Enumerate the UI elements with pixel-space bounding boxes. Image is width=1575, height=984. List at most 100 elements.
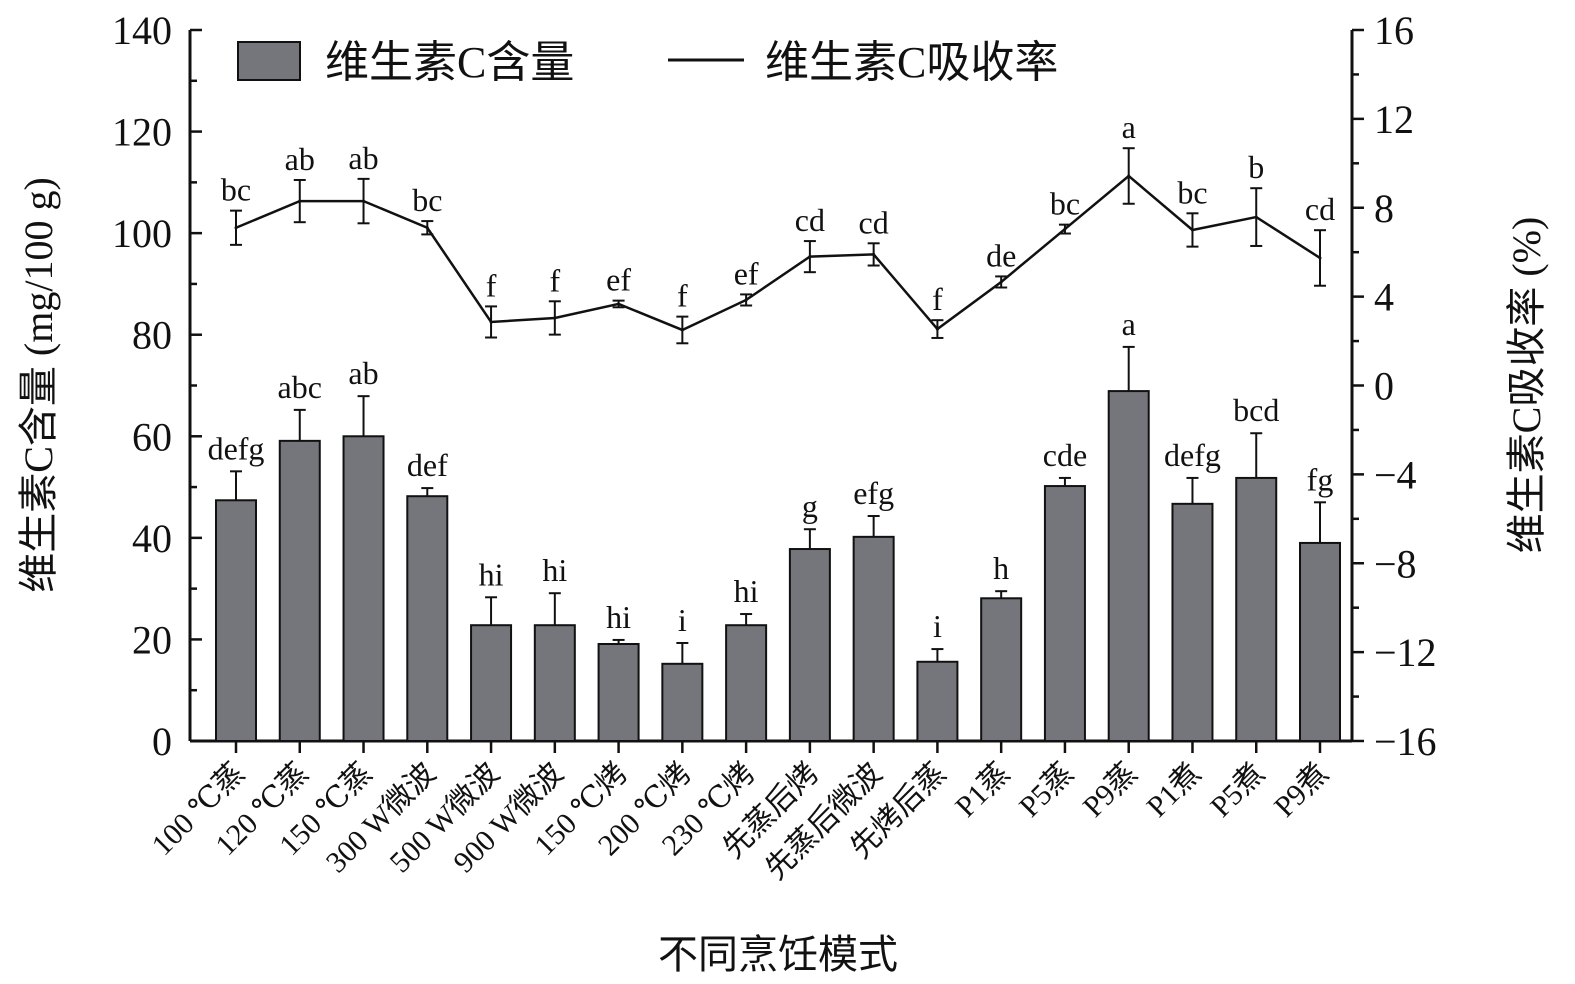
x-tick-label: P9蒸 [1077, 757, 1144, 824]
line-significance-label: f [549, 262, 560, 298]
x-tick-label: P1煮 [1140, 757, 1207, 824]
line-significance-label: ef [734, 255, 759, 291]
bar [533, 624, 576, 742]
bar-significance-label: defg [208, 430, 265, 466]
line-significance-label: bc [1177, 174, 1207, 210]
line-point [1063, 227, 1067, 231]
line-significance-label: cd [1305, 191, 1335, 227]
x-tick-label: P5蒸 [1013, 757, 1080, 824]
y-axis-right-title: 维生素C吸收率 (%) [1504, 217, 1549, 554]
y-right-tick-label: 0 [1374, 364, 1394, 409]
line-significance-label: bc [412, 182, 442, 218]
line-point [362, 199, 366, 203]
line-significance-label: ab [348, 140, 378, 176]
bar [725, 624, 768, 742]
bar [470, 624, 513, 742]
x-axis-title: 不同烹饪模式 [658, 932, 898, 977]
legend: 维生素C含量 维生素C吸收率 [237, 38, 1058, 87]
bar [1299, 541, 1341, 743]
x-tick-label: P1蒸 [949, 757, 1016, 824]
y-right-tick-label: −16 [1374, 719, 1437, 764]
bar [661, 662, 704, 743]
line-point [1254, 215, 1258, 219]
bar-significance-label: def [407, 447, 448, 483]
line-point [744, 298, 748, 302]
line-path [235, 174, 1321, 332]
y-right-tick-label: 16 [1374, 8, 1414, 53]
bar-significance-label: hi [606, 599, 631, 635]
line-significance-label: f [932, 281, 943, 317]
bar [852, 535, 895, 742]
y-left-tick-label: 80 [132, 313, 172, 358]
line-point [489, 320, 493, 324]
line-significance-label: cd [795, 202, 825, 238]
line-significance-label: a [1122, 109, 1136, 145]
line-significance-label: b [1248, 149, 1264, 185]
line-significance-label: cd [859, 204, 889, 240]
bar [597, 642, 640, 742]
bar-significance-label: h [993, 550, 1009, 586]
y-right-tick-label: 8 [1374, 186, 1394, 231]
y-left-tick-label: 20 [132, 617, 172, 662]
y-left-tick-label: 120 [112, 110, 172, 155]
y-left-tick-label: 40 [132, 516, 172, 561]
line-point [553, 316, 557, 320]
line-significance-label: de [986, 237, 1016, 273]
y-right-tick-label: −12 [1374, 630, 1437, 675]
y-left-tick-label: 60 [132, 414, 172, 459]
bar [916, 660, 959, 743]
y-right-tick-label: −4 [1374, 452, 1417, 497]
legend-line-label: 维生素C吸收率 [765, 38, 1058, 87]
y-left-tick-label: 100 [112, 211, 172, 256]
bar-significance-label: efg [853, 475, 894, 511]
bar-significance-label: i [678, 602, 687, 638]
line-point [617, 302, 621, 306]
line-point [1190, 228, 1194, 232]
bar-significance-label: ab [348, 355, 378, 391]
legend-bar-label: 维生素C含量 [325, 38, 574, 87]
bar-significance-label: g [802, 488, 818, 524]
line-point [872, 252, 876, 256]
line-significance-label: f [677, 278, 688, 314]
line-point [1127, 174, 1131, 178]
line-significance-label: f [486, 267, 497, 303]
y-right-tick-label: 4 [1374, 275, 1394, 320]
line-point [1318, 256, 1322, 260]
y-right-tick-label: −8 [1374, 541, 1417, 586]
bar [1171, 502, 1214, 742]
line-significance-label: ef [606, 262, 631, 298]
bar [788, 548, 831, 743]
y-axis-left-title: 维生素C含量 (mg/100 g) [16, 177, 61, 593]
bar-significance-label: i [933, 608, 942, 644]
bar [1043, 485, 1086, 743]
line-significance-label: bc [221, 172, 251, 208]
line-point [808, 255, 812, 259]
bar-significance-label: a [1122, 306, 1136, 342]
line-point [935, 327, 939, 331]
y-left-tick-label: 140 [112, 8, 172, 53]
bar-significance-label: cde [1043, 437, 1087, 473]
line-point [680, 328, 684, 332]
bar [406, 495, 449, 742]
bar [278, 439, 321, 742]
line-point [298, 199, 302, 203]
y-left-tick-label: 0 [152, 719, 172, 764]
bar [342, 435, 385, 742]
bar-significance-label: hi [479, 556, 504, 592]
bar-significance-label: hi [734, 573, 759, 609]
line-point [999, 280, 1003, 284]
bar [215, 499, 257, 743]
axes: 0 20 40 60 80 100 120 140 −16 −12 −8 −4 0 4 8 12 16 [112, 8, 1437, 764]
bar [1107, 390, 1150, 742]
bar-significance-label: fg [1307, 461, 1334, 497]
bar-significance-label: defg [1164, 437, 1221, 473]
legend-bar-swatch [237, 41, 301, 81]
y-right-tick-label: 12 [1374, 97, 1414, 142]
bar [1235, 476, 1278, 742]
x-tick-label: P5煮 [1204, 757, 1271, 824]
bar-significance-label: bcd [1233, 392, 1279, 428]
line-point [425, 226, 429, 230]
